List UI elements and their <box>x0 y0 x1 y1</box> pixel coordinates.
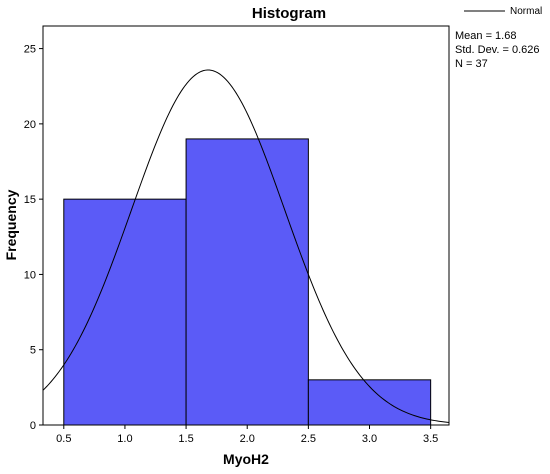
x-tick-label: 2.5 <box>301 433 316 445</box>
y-tick-label: 0 <box>30 420 36 432</box>
x-axis: 0.5 1.0 1.5 2.0 2.5 3.0 3.5 <box>56 425 438 445</box>
y-tick-label: 25 <box>24 44 36 56</box>
chart-title: Histogram <box>252 5 326 22</box>
legend-label: Normal <box>510 6 542 17</box>
bars-group <box>63 138 432 426</box>
y-tick-label: 15 <box>24 194 36 206</box>
y-axis-label: Frequency <box>3 189 19 260</box>
x-tick-label: 3.0 <box>362 433 377 445</box>
y-tick-label: 5 <box>30 345 36 357</box>
stat-std-dev: Std. Dev. = 0.626 <box>455 44 540 56</box>
y-tick-label: 20 <box>24 119 36 131</box>
x-tick-label: 1.0 <box>117 433 132 445</box>
x-axis-label: MyoH2 <box>223 451 269 467</box>
histogram-bar-2 <box>185 138 309 426</box>
stat-n: N = 37 <box>455 58 488 70</box>
normal-curve <box>42 69 450 423</box>
y-tick-label: 10 <box>24 269 36 281</box>
x-tick-label: 1.5 <box>178 433 193 445</box>
y-axis: 0 5 10 15 20 25 <box>24 44 43 432</box>
histogram-bar-1 <box>63 198 187 426</box>
stats-box: Mean = 1.68 Std. Dev. = 0.626 N = 37 <box>455 30 540 70</box>
x-tick-label: 3.5 <box>423 433 438 445</box>
x-tick-label: 2.0 <box>240 433 255 445</box>
legend: Normal <box>464 6 542 17</box>
stat-mean: Mean = 1.68 <box>455 30 516 42</box>
x-tick-label: 0.5 <box>56 433 71 445</box>
